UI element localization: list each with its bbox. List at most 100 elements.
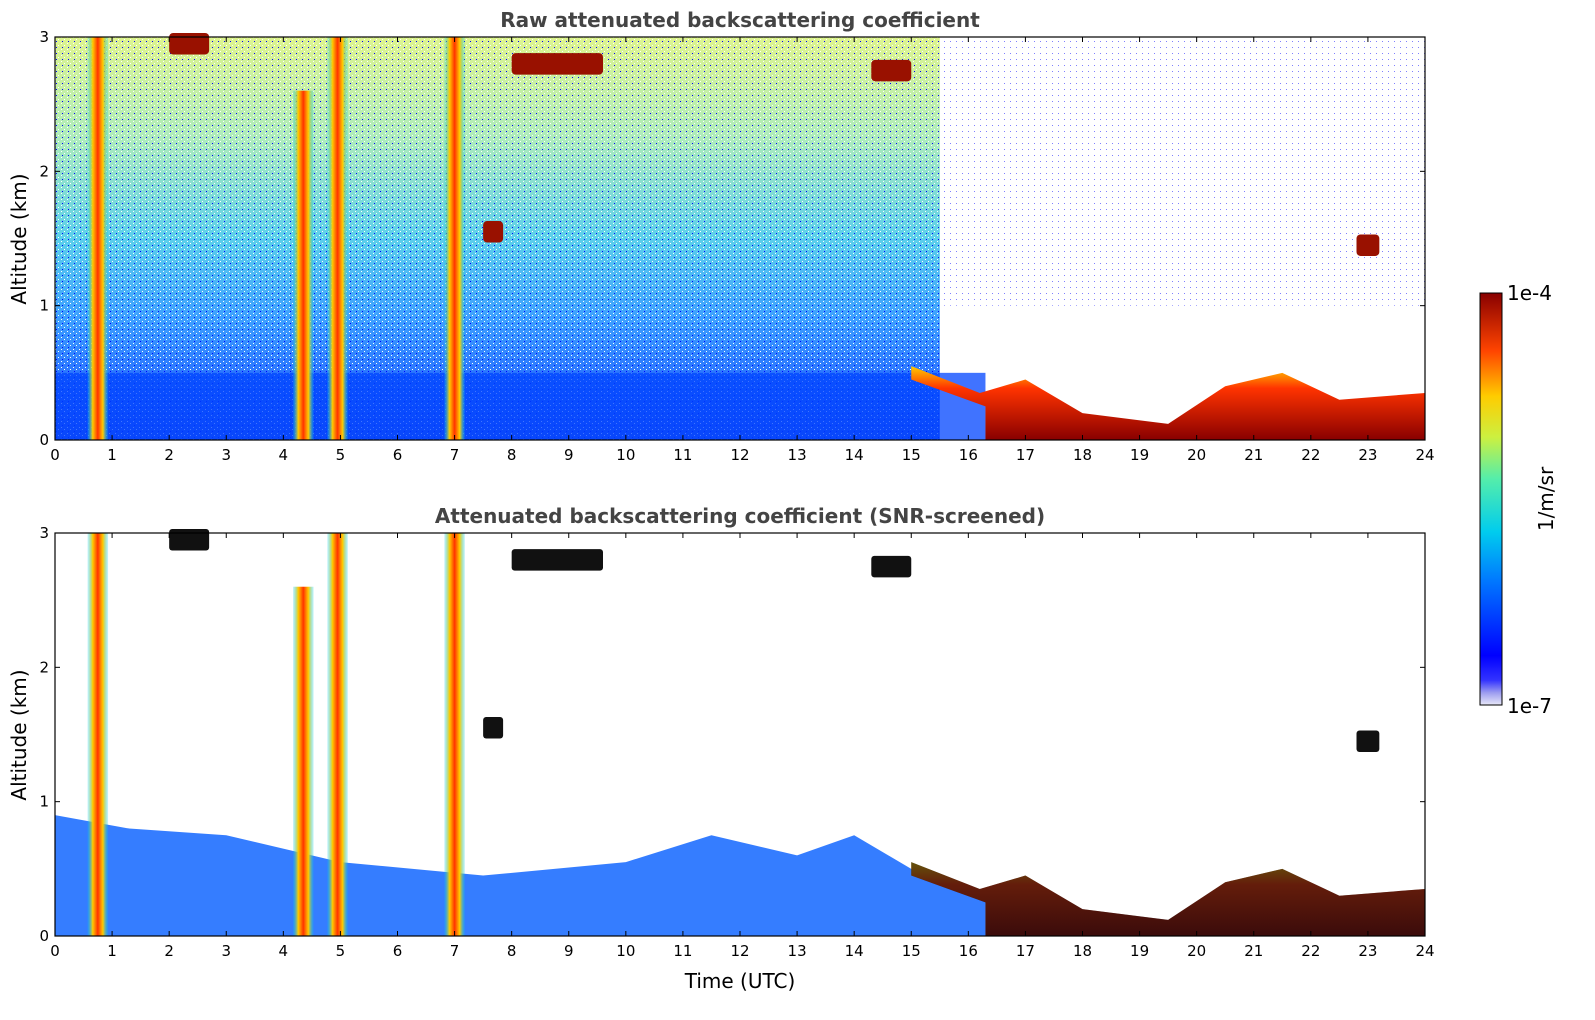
x-tick-label: 17: [1016, 446, 1035, 464]
snr-screened-panel: Attenuated backscattering coefficient (S…: [7, 504, 1435, 993]
x-tick-label: 9: [564, 446, 574, 464]
x-tick-label: 10: [616, 942, 635, 960]
x-tick-label: 22: [1301, 446, 1320, 464]
x-tick-label: 8: [507, 446, 517, 464]
x-tick-label: 8: [507, 942, 517, 960]
x-tick-label: 2: [164, 446, 174, 464]
x-tick-label: 16: [959, 446, 978, 464]
x-tick-label: 15: [902, 942, 921, 960]
x-tick-label: 3: [221, 446, 231, 464]
y-tick-label: 0: [39, 431, 49, 449]
x-tick-label: 18: [1073, 446, 1092, 464]
x-tick-label: 5: [336, 942, 346, 960]
x-tick-label: 20: [1187, 446, 1206, 464]
cloud-patch-saturated: [483, 717, 504, 739]
x-tick-label: 9: [564, 942, 574, 960]
y-tick-label: 2: [39, 658, 49, 676]
x-tick-label: 2: [164, 942, 174, 960]
x-tick-label: 4: [279, 942, 289, 960]
panel2-y-ticks: 0 1 2 3: [39, 524, 1425, 945]
y-tick-label: 1: [39, 297, 49, 315]
x-tick-label: 23: [1358, 942, 1377, 960]
cloud-patch-saturated: [511, 549, 603, 571]
x-tick-label: 11: [673, 446, 692, 464]
x-tick-label: 12: [730, 942, 749, 960]
plume: [87, 533, 109, 936]
x-tick-label: 22: [1301, 942, 1320, 960]
x-tick-label: 1: [107, 446, 117, 464]
plume: [293, 586, 314, 936]
y-tick-label: 3: [39, 524, 49, 542]
x-tick-label: 0: [50, 942, 60, 960]
x-tick-label: 21: [1244, 446, 1263, 464]
x-tick-label: 17: [1016, 942, 1035, 960]
cloud-patch: [1356, 234, 1380, 256]
x-tick-label: 21: [1244, 942, 1263, 960]
panel2-xlabel: Time (UTC): [684, 969, 796, 993]
colorbar-max-label: 1e-4: [1507, 281, 1552, 305]
cloud-patch-saturated: [169, 528, 210, 551]
x-tick-label: 15: [902, 446, 921, 464]
colorbar-unit-label: 1/m/sr: [1534, 466, 1558, 531]
x-tick-label: 14: [845, 446, 864, 464]
y-tick-label: 3: [39, 28, 49, 46]
x-tick-label: 19: [1130, 446, 1149, 464]
cloud-patch: [511, 53, 603, 75]
x-tick-label: 7: [450, 446, 460, 464]
x-tick-label: 13: [788, 942, 807, 960]
boundary-layer-tint: [911, 862, 1425, 936]
cloud-patch-saturated: [1356, 730, 1380, 752]
x-tick-label: 3: [221, 942, 231, 960]
plume: [327, 533, 348, 936]
x-tick-label: 7: [450, 942, 460, 960]
plume: [293, 90, 314, 440]
cloud-patch: [871, 59, 912, 82]
colorbar-gradient: [1479, 292, 1503, 706]
panel1-ylabel: Altitude (km): [7, 173, 31, 304]
x-tick-label: 19: [1130, 942, 1149, 960]
panel2-ylabel: Altitude (km): [7, 669, 31, 800]
colorbar: 1e-4 1e-7 1/m/sr: [1479, 281, 1558, 718]
x-tick-label: 23: [1358, 446, 1377, 464]
x-tick-label: 6: [393, 942, 403, 960]
cloud-patch: [483, 221, 504, 243]
x-tick-label: 1: [107, 942, 117, 960]
x-tick-label: 14: [845, 942, 864, 960]
noise-speckle-right: [939, 37, 1425, 306]
y-tick-label: 0: [39, 927, 49, 945]
x-tick-label: 12: [730, 446, 749, 464]
y-tick-label: 1: [39, 793, 49, 811]
x-tick-label: 24: [1415, 942, 1434, 960]
x-tick-label: 0: [50, 446, 60, 464]
x-tick-label: 13: [788, 446, 807, 464]
cloud-patch-saturated: [871, 555, 912, 578]
boundary-layer: [911, 366, 1425, 440]
plume: [87, 37, 109, 440]
x-tick-label: 11: [673, 942, 692, 960]
cloud-patch: [169, 32, 210, 55]
x-tick-label: 18: [1073, 942, 1092, 960]
y-tick-label: 2: [39, 162, 49, 180]
screened-aerosol-layer: [55, 815, 986, 936]
plume: [444, 533, 465, 936]
plume: [444, 37, 465, 440]
plume: [327, 37, 348, 440]
x-tick-label: 6: [393, 446, 403, 464]
panel2-title: Attenuated backscattering coefficient (S…: [435, 504, 1045, 528]
raw-backscatter-plot-area: [55, 32, 1425, 440]
x-tick-label: 4: [279, 446, 289, 464]
panel1-x-ticks: 0 1 2 3 4 5 6 7 8 9 10 11 12 13 14 15 16 17 18 19 20 21 22 23 24: [50, 37, 1435, 464]
raw-backscatter-panel: Raw attenuated backscattering coefficien…: [7, 8, 1435, 464]
panel2-x-ticks: 0 1 2 3 4 5 6 7 8 9 10 11 12 13 14 15 16 17 18 19 20 21 22 23 24: [50, 533, 1435, 960]
colorbar-min-label: 1e-7: [1507, 694, 1552, 718]
snr-screened-plot-area: [55, 528, 1425, 936]
x-tick-label: 16: [959, 942, 978, 960]
panel1-y-ticks: 0 1 2 3: [39, 28, 1425, 449]
x-tick-label: 10: [616, 446, 635, 464]
x-tick-label: 24: [1415, 446, 1434, 464]
panel1-title: Raw attenuated backscattering coefficien…: [500, 8, 980, 32]
x-tick-label: 20: [1187, 942, 1206, 960]
low-aerosol-layer: [55, 372, 986, 440]
x-tick-label: 5: [336, 446, 346, 464]
